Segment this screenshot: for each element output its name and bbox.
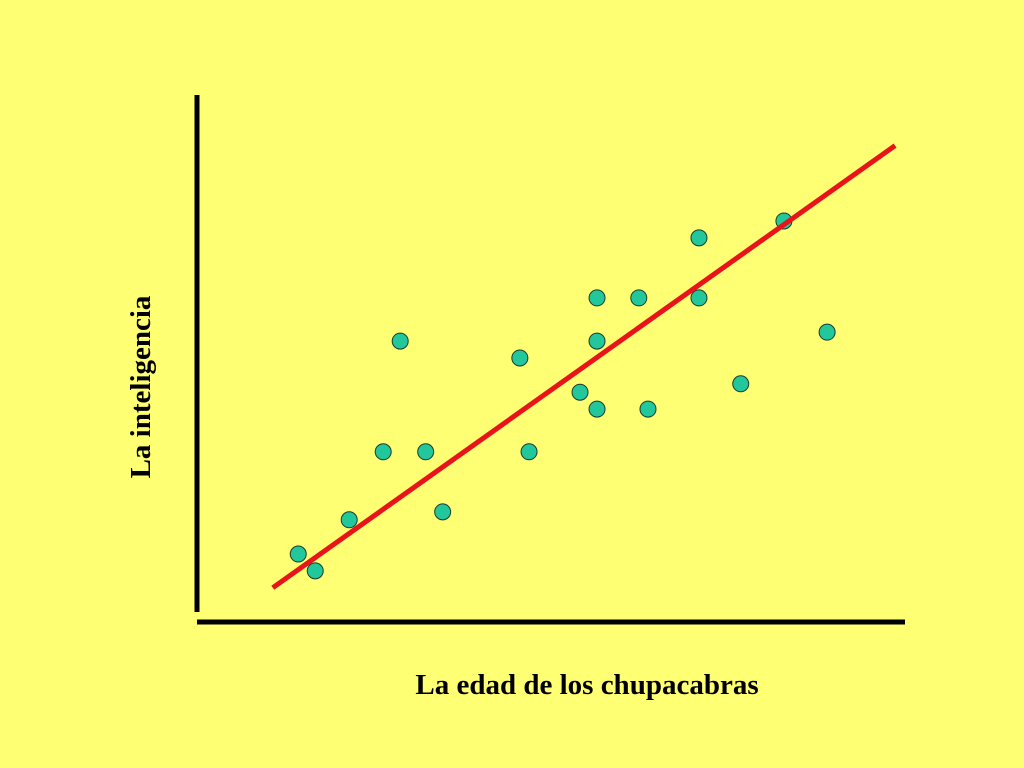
y-axis-label: La inteligencia: [125, 295, 157, 478]
data-point: [690, 229, 708, 247]
data-point: [588, 400, 606, 418]
data-point: [434, 503, 452, 521]
data-point: [417, 443, 435, 461]
data-point: [690, 289, 708, 307]
data-point: [588, 289, 606, 307]
data-point: [340, 511, 358, 529]
data-point: [511, 349, 529, 367]
data-point: [289, 545, 307, 563]
x-axis-label: La edad de los chupacabras: [415, 669, 758, 701]
data-point: [571, 383, 589, 401]
trend-line: [271, 143, 897, 590]
data-point: [818, 323, 836, 341]
data-point: [630, 289, 648, 307]
data-point: [520, 443, 538, 461]
data-point: [639, 400, 657, 418]
data-point: [732, 375, 750, 393]
data-point: [306, 562, 324, 580]
data-point: [391, 332, 409, 350]
data-point: [588, 332, 606, 350]
data-point: [374, 443, 392, 461]
